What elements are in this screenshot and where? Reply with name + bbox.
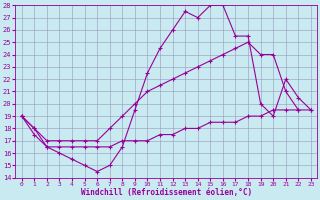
- X-axis label: Windchill (Refroidissement éolien,°C): Windchill (Refroidissement éolien,°C): [81, 188, 252, 197]
